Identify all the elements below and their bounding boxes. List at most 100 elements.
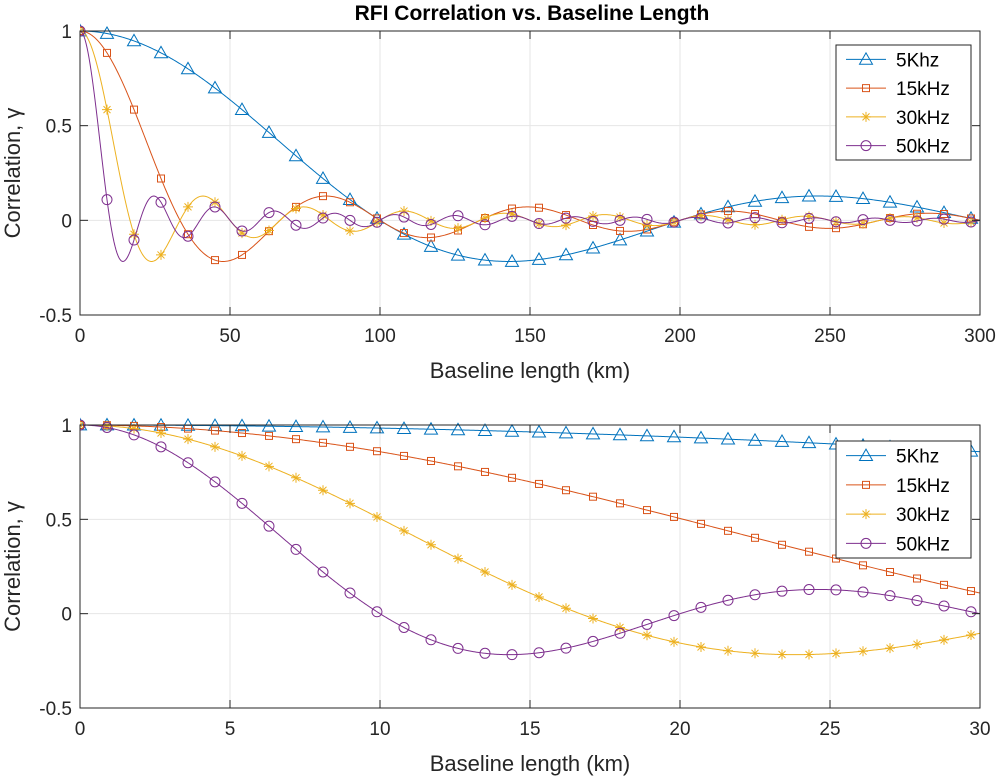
data-point-30kHz: [615, 212, 625, 223]
data-point-30kHz: [183, 201, 193, 212]
data-point-50kHz: [641, 213, 653, 225]
data-point-30kHz: [345, 498, 355, 509]
series-group: [80, 417, 980, 661]
data-point-30kHz: [507, 579, 517, 590]
data-point-15kHz: [211, 256, 219, 265]
data-point-50kHz: [965, 216, 977, 228]
data-point-15kHz: [346, 442, 354, 451]
data-point-50kHz: [317, 566, 329, 578]
legend-label-30kHz: 30kHz: [896, 108, 950, 129]
legend-box: [835, 440, 972, 559]
data-point-50kHz: [344, 587, 356, 599]
data-point-50kHz: [236, 497, 248, 509]
data-point-50kHz: [614, 214, 626, 226]
data-point-5Khz: [450, 247, 466, 261]
data-point-15kHz: [940, 210, 948, 219]
data-point-50kHz: [560, 642, 572, 654]
data-point-5Khz: [315, 419, 331, 433]
data-point-50kHz: [749, 212, 761, 224]
data-point-30kHz: [507, 209, 517, 220]
data-point-5Khz: [693, 430, 709, 444]
data-point-5Khz: [909, 199, 925, 213]
data-point-30kHz: [696, 641, 706, 652]
data-point-5Khz: [801, 435, 817, 449]
data-point-30kHz: [372, 511, 382, 522]
data-point-5Khz: [585, 426, 601, 440]
data-point-50kHz: [101, 422, 113, 434]
data-point-50kHz: [425, 634, 437, 646]
data-point-5Khz: [747, 432, 763, 446]
x-tick-label: 0: [75, 719, 86, 740]
data-point-5Khz: [423, 239, 439, 252]
data-point-30kHz: [750, 648, 760, 659]
data-point-50kHz: [209, 201, 221, 213]
data-point-5Khz: [882, 194, 898, 208]
data-point-50kHz: [128, 429, 140, 441]
data-point-30kHz: [777, 214, 787, 225]
data-point-5Khz: [234, 102, 250, 115]
legend-label-50kHz: 50kHz: [896, 137, 950, 158]
data-point-50kHz: [344, 214, 356, 226]
data-point-15kHz: [697, 519, 705, 528]
series-line-30kHz: [80, 424, 980, 656]
data-point-30kHz: [102, 420, 112, 431]
y-tick-label: 0: [61, 211, 72, 232]
data-point-30kHz: [129, 229, 139, 240]
data-point-15kHz: [346, 198, 354, 207]
data-point-5Khz: [261, 125, 277, 138]
legend-marker-5Khz: [858, 51, 874, 65]
y-tick-label: 0: [61, 605, 72, 626]
data-point-15kHz: [724, 526, 732, 535]
data-point-30kHz: [318, 210, 328, 221]
data-point-5Khz: [774, 190, 790, 204]
series-30kHz: [80, 420, 980, 660]
data-point-30kHz: [318, 485, 328, 496]
data-point-15kHz: [400, 451, 408, 460]
data-point-50kHz: [695, 601, 707, 613]
data-point-5Khz: [315, 171, 331, 184]
y-axis-label: Correlation, γ: [0, 501, 25, 632]
legend-marker-50kHz: [860, 140, 872, 152]
data-point-15kHz: [967, 587, 975, 596]
data-point-15kHz: [670, 512, 678, 521]
data-point-5Khz: [207, 80, 223, 94]
data-point-15kHz: [859, 561, 867, 570]
data-point-50kHz: [533, 647, 545, 659]
data-point-30kHz: [264, 225, 274, 236]
data-point-50kHz: [128, 234, 140, 246]
data-point-5Khz: [639, 428, 655, 442]
legend-marker-30kHz: [861, 111, 871, 122]
data-point-15kHz: [913, 574, 921, 583]
data-point-50kHz: [452, 210, 464, 222]
data-point-50kHz: [155, 196, 167, 208]
data-point-30kHz: [858, 646, 868, 657]
data-point-50kHz: [884, 590, 896, 602]
data-point-50kHz: [452, 642, 464, 654]
data-point-50kHz: [560, 212, 572, 224]
series-line-50kHz: [80, 30, 980, 262]
data-point-50kHz: [722, 217, 734, 229]
data-point-50kHz: [587, 635, 599, 647]
data-point-50kHz: [479, 647, 491, 659]
data-point-50kHz: [803, 212, 815, 224]
data-point-15kHz: [400, 229, 408, 238]
data-point-30kHz: [885, 213, 895, 224]
data-point-30kHz: [831, 648, 841, 659]
data-point-30kHz: [453, 553, 463, 564]
data-point-30kHz: [102, 104, 112, 115]
data-point-50kHz: [857, 586, 869, 598]
y-axis-label: Correlation, γ: [0, 108, 25, 239]
data-point-15kHz: [508, 473, 516, 482]
data-point-50kHz: [263, 520, 275, 532]
data-point-15kHz: [292, 435, 300, 444]
data-point-5Khz: [126, 33, 142, 47]
data-point-30kHz: [642, 630, 652, 641]
data-point-5Khz: [504, 253, 520, 267]
data-point-50kHz: [182, 230, 194, 242]
y-tick-label: 1: [61, 416, 72, 437]
data-point-30kHz: [345, 225, 355, 236]
data-point-5Khz: [855, 191, 871, 204]
data-point-5Khz: [531, 252, 547, 265]
data-point-15kHz: [427, 233, 435, 242]
